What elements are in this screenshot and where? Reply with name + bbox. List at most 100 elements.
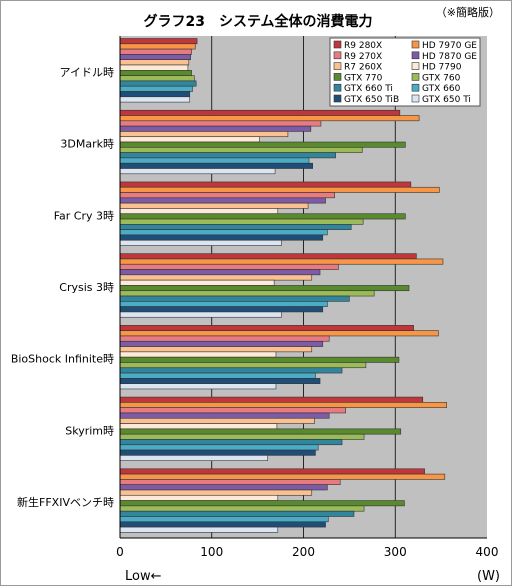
bar-6-11: [119, 526, 279, 533]
legend-label-10: GTX 650 TiB: [344, 95, 399, 105]
bar-0-6: [119, 70, 192, 76]
bar-4-8: [119, 367, 343, 374]
bar-3-8: [119, 295, 350, 302]
x-axis-low-label: Low←: [125, 569, 162, 584]
legend-label-2: R9 270X: [344, 52, 382, 62]
bar-1-8: [119, 152, 336, 159]
bar-1-0: [119, 109, 401, 116]
legend-label-5: HD 7790: [422, 63, 462, 73]
bar-3-0: [119, 253, 417, 260]
bar-2-1: [119, 186, 440, 193]
bar-5-7: [119, 433, 365, 440]
bar-3-2: [119, 263, 339, 270]
bar-4-11: [119, 383, 277, 390]
category-label-1: 3DMark時: [60, 138, 114, 151]
bar-2-4: [119, 202, 309, 209]
bar-6-6: [119, 500, 405, 507]
bar-0-11: [119, 96, 191, 103]
bar-3-7: [119, 290, 375, 297]
legend-swatch-4: [333, 62, 342, 70]
bar-3-11: [119, 311, 282, 318]
bar-0-0: [119, 38, 198, 45]
bar-2-7: [119, 218, 364, 225]
x-axis-unit-label: (W): [477, 569, 500, 584]
legend-label-7: GTX 760: [422, 73, 461, 83]
legend-label-4: R7 260X: [344, 63, 382, 73]
bar-0-9: [119, 85, 193, 92]
legend-swatch-3: [411, 51, 420, 60]
bar-0-8: [119, 80, 197, 87]
chart-note: （※簡略版）: [436, 5, 500, 19]
x-tick-label-0: 0: [116, 545, 124, 559]
category-labels: アイドル時 3DMark時 Far Cry 3時 Crysis 3時 BioShock …: [11, 66, 114, 509]
bar-2-8: [119, 224, 352, 230]
bar-1-2: [119, 120, 322, 127]
legend-label-11: GTX 650 Ti: [422, 95, 471, 105]
bar-0-5: [119, 64, 189, 71]
chart-title: グラフ23 システム全体の消費電力: [143, 13, 372, 30]
bar-4-3: [119, 340, 324, 347]
category-label-0: アイドル時: [60, 66, 114, 79]
bar-2-11: [119, 239, 282, 246]
bar-2-9: [119, 229, 328, 236]
bar-0-7: [119, 75, 195, 82]
bar-1-9: [119, 157, 310, 164]
bar-5-9: [119, 444, 319, 451]
legend: R9 280X HD 7970 GE R9 270X HD 7870 GE R7 260…: [329, 37, 481, 107]
bar-3-1: [119, 258, 444, 265]
bar-1-11: [119, 168, 276, 175]
bar-2-5: [119, 208, 279, 215]
bar-6-2: [119, 479, 341, 485]
bar-1-3: [119, 125, 312, 132]
x-tick-label-3: 300: [384, 545, 407, 559]
bar-4-2: [119, 335, 330, 342]
bar-2-2: [119, 192, 335, 199]
bar-4-10: [119, 378, 321, 384]
bar-0-4: [119, 59, 190, 66]
bar-5-0: [119, 396, 424, 403]
bar-4-1: [119, 330, 439, 337]
legend-swatch-5: [411, 62, 420, 70]
bar-5-5: [119, 423, 278, 430]
x-tick-labels: 0 100 200 300 400: [116, 545, 498, 559]
x-tick-label-1: 100: [200, 545, 223, 559]
legend-label-6: GTX 770: [344, 73, 383, 83]
bar-2-10: [119, 234, 324, 241]
legend-box: [329, 37, 481, 107]
bar-6-9: [119, 516, 329, 523]
bar-0-10: [119, 91, 191, 98]
bar-1-1: [119, 115, 420, 122]
bar-5-11: [119, 455, 269, 461]
bar-2-3: [119, 197, 326, 204]
bar-3-6: [119, 285, 410, 292]
bar-6-0: [119, 468, 425, 475]
bar-3-9: [119, 301, 328, 307]
bar-3-5: [119, 279, 275, 286]
legend-swatch-1: [411, 40, 420, 49]
bar-5-8: [119, 439, 343, 446]
legend-label-0: R9 280X: [344, 41, 382, 51]
bar-4-0: [119, 325, 414, 331]
legend-label-1: HD 7970 GE: [422, 41, 477, 51]
bar-6-1: [119, 473, 446, 480]
bar-0-1: [119, 43, 196, 50]
bar-6-7: [119, 505, 365, 512]
bar-1-6: [119, 141, 406, 148]
category-label-2: Far Cry 3時: [54, 209, 114, 222]
bar-4-6: [119, 356, 400, 363]
bar-2-6: [119, 213, 406, 220]
bar-1-5: [119, 136, 260, 143]
legend-items: R9 280X HD 7970 GE R9 270X HD 7870 GE R7 260…: [333, 40, 477, 105]
bar-1-10: [119, 162, 313, 169]
bar-3-3: [119, 269, 321, 276]
bar-6-10: [119, 521, 326, 528]
bar-5-10: [119, 449, 316, 456]
legend-label-8: GTX 660 Ti: [344, 84, 393, 94]
bar-3-4: [119, 274, 313, 281]
category-label-5: Skyrim時: [65, 424, 114, 437]
legend-swatch-10: [333, 94, 342, 103]
legend-swatch-6: [333, 73, 342, 81]
bar-5-2: [119, 407, 347, 414]
legend-swatch-11: [411, 94, 420, 103]
